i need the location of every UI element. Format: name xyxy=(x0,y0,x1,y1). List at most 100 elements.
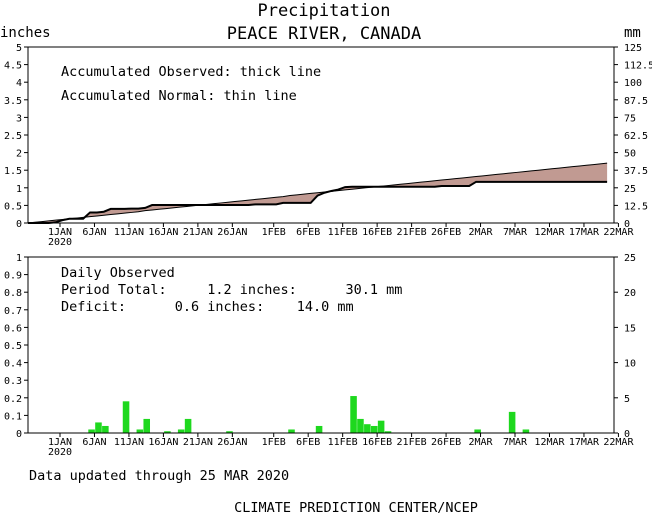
daily-precip-bar xyxy=(136,429,144,433)
bottom-right-tick-label: 5 xyxy=(624,394,630,405)
credit-line: CLIMATE PREDICTION CENTER/NCEP xyxy=(234,500,478,516)
top-left-tick-label: 4 xyxy=(16,78,22,89)
bottom-x-tick-label: 6FEB xyxy=(296,437,320,448)
bottom-x-tick-label: 6JAN xyxy=(82,437,106,448)
daily-precip-bar xyxy=(177,429,185,433)
top-left-tick-label: 1 xyxy=(16,184,22,195)
period-total-label: Period Total: 1.2 inches: 30.1 mm xyxy=(61,282,402,298)
daily-precip-bar xyxy=(143,418,151,433)
top-right-tick-label: 62.5 xyxy=(624,131,648,142)
bottom-left-tick-label: 0.6 xyxy=(4,323,22,334)
bottom-x-tick-label: 2MAR xyxy=(468,437,493,448)
top-x-tick-label: 26FEB xyxy=(431,227,461,238)
bottom-right-tick-label: 10 xyxy=(624,359,636,370)
bottom-x-tick-label: 16FEB xyxy=(362,437,392,448)
top-left-tick-label: 2.5 xyxy=(4,131,22,142)
top-x-tick-label: 11FEB xyxy=(328,227,358,238)
bottom-x-tick-label: 21FEB xyxy=(397,437,427,448)
top-right-tick-label: 75 xyxy=(624,113,636,124)
observed-legend-note: Accumulated Observed: thick line xyxy=(61,64,321,80)
daily-precip-bar xyxy=(364,424,371,433)
bottom-right-tick-label: 20 xyxy=(624,288,636,299)
top-right-tick-label: 112.5 xyxy=(624,61,652,72)
bottom-x-tick-label: 17MAR xyxy=(569,437,600,448)
accumulated-panel: 00.511.522.533.544.55012.52537.55062.575… xyxy=(4,43,652,248)
daily-precip-bar xyxy=(315,425,323,433)
right-unit-label: mm xyxy=(624,25,641,41)
top-x-tick-label: 22MAR xyxy=(603,227,634,238)
daily-precip-bar xyxy=(370,425,378,433)
bottom-left-tick-label: 0.8 xyxy=(4,288,22,299)
bottom-x-tick-label: 1JAN xyxy=(48,437,72,448)
bottom-x-tick-label: 12MAR xyxy=(534,437,565,448)
bottom-left-tick-label: 0.5 xyxy=(4,341,22,352)
daily-precip-bar xyxy=(357,418,364,433)
accumulated-observed-line xyxy=(28,180,608,224)
bottom-left-tick-label: 0 xyxy=(16,429,22,440)
bottom-left-tick-label: 0.2 xyxy=(4,394,22,405)
top-x-tick-label: 6FEB xyxy=(296,227,320,238)
top-x-tick-label: 11JAN xyxy=(114,227,144,238)
top-left-tick-label: 3.5 xyxy=(4,96,22,107)
top-left-tick-label: 5 xyxy=(16,43,22,54)
top-x-tick-label: 21FEB xyxy=(397,227,427,238)
top-x-tick-label: 16FEB xyxy=(362,227,392,238)
bottom-x-tick-label: 11JAN xyxy=(114,437,144,448)
top-x-tick-label: 21JAN xyxy=(183,227,213,238)
bottom-x-tick-label: 16JAN xyxy=(148,437,178,448)
normal-legend-note: Accumulated Normal: thin line xyxy=(61,88,297,104)
top-x-tick-label: 26JAN xyxy=(217,227,247,238)
bottom-x-tick-label: 21JAN xyxy=(183,437,213,448)
bottom-left-tick-label: 0.9 xyxy=(4,271,22,282)
top-left-tick-label: 3 xyxy=(16,113,22,124)
daily-precip-bar xyxy=(184,418,192,433)
bottom-x-tick-label: 11FEB xyxy=(328,437,358,448)
daily-precip-bar xyxy=(474,429,481,433)
bottom-left-tick-label: 0.3 xyxy=(4,376,22,387)
top-x-tick-label: 7MAR xyxy=(503,227,528,238)
daily-precip-bar xyxy=(164,431,171,433)
data-updated-note: Data updated through 25 MAR 2020 xyxy=(29,468,289,484)
daily-observed-label: Daily Observed xyxy=(61,265,175,281)
bottom-right-tick-label: 15 xyxy=(624,323,636,334)
bottom-x-tick-label: 22MAR xyxy=(603,437,634,448)
accumulated-normal-line xyxy=(27,162,608,224)
bottom-left-tick-label: 1 xyxy=(16,253,22,264)
top-left-tick-label: 2 xyxy=(16,149,22,160)
left-unit-label: inches xyxy=(0,25,51,41)
chart-subtitle: PEACE RIVER, CANADA xyxy=(227,24,421,44)
top-right-tick-label: 87.5 xyxy=(624,96,648,107)
daily-precip-bar xyxy=(384,431,392,433)
bottom-left-tick-label: 0.1 xyxy=(4,411,22,422)
top-right-tick-label: 25 xyxy=(624,184,636,195)
daily-precip-bar xyxy=(122,401,130,433)
deficit-label: Deficit: 0.6 inches: 14.0 mm xyxy=(61,299,354,315)
bottom-left-tick-label: 0.4 xyxy=(4,359,22,370)
top-right-tick-label: 100 xyxy=(624,78,642,89)
bottom-x-tick-label: 1FEB xyxy=(262,437,286,448)
daily-precip-bar xyxy=(350,396,357,433)
top-x-tick-label: 16JAN xyxy=(148,227,178,238)
daily-precip-bar xyxy=(102,425,109,433)
top-right-tick-label: 0 xyxy=(624,219,630,230)
top-x-tick-label: 12MAR xyxy=(534,227,565,238)
daily-precip-bar xyxy=(377,420,385,433)
top-left-tick-label: 4.5 xyxy=(4,61,22,72)
daily-precip-bar xyxy=(508,411,516,433)
bottom-right-tick-label: 0 xyxy=(624,429,630,440)
top-right-tick-label: 12.5 xyxy=(624,201,648,212)
top-x-tick-label: 2MAR xyxy=(468,227,493,238)
daily-panel: 00.10.20.30.40.50.60.70.80.9105101520251… xyxy=(4,253,636,458)
top-right-tick-label: 50 xyxy=(624,149,636,160)
top-x-tick-label: 1FEB xyxy=(262,227,286,238)
bottom-right-tick-label: 25 xyxy=(624,253,636,264)
top-x-year-label: 2020 xyxy=(48,237,72,248)
daily-precip-bar xyxy=(288,429,295,433)
chart-title: Precipitation xyxy=(257,1,390,21)
daily-precip-bar xyxy=(95,422,102,433)
bottom-x-tick-label: 7MAR xyxy=(503,437,528,448)
daily-precip-bar xyxy=(522,429,530,433)
bottom-left-tick-label: 0.7 xyxy=(4,306,22,317)
top-left-tick-label: 0 xyxy=(16,219,22,230)
